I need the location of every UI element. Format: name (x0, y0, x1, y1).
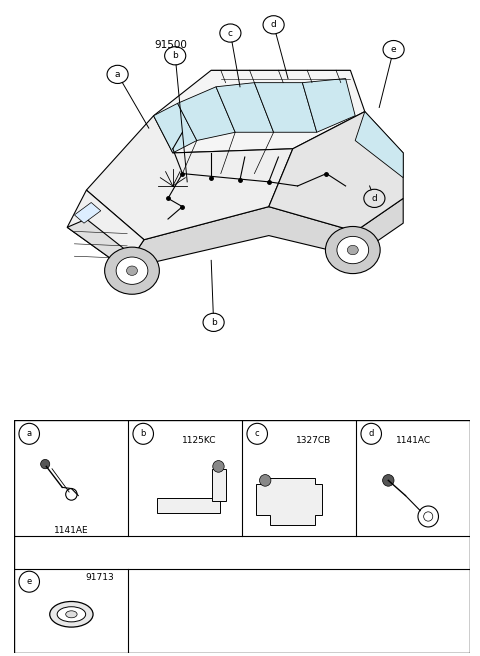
Text: b: b (211, 318, 216, 327)
Text: a: a (115, 70, 120, 79)
Text: d: d (369, 429, 374, 438)
Circle shape (127, 266, 137, 276)
Circle shape (105, 247, 159, 295)
Ellipse shape (50, 602, 93, 627)
Circle shape (337, 236, 369, 264)
Polygon shape (67, 219, 144, 269)
Text: 1327CB: 1327CB (296, 436, 331, 445)
Polygon shape (154, 70, 365, 153)
FancyBboxPatch shape (212, 469, 227, 501)
Polygon shape (86, 115, 293, 239)
Text: d: d (372, 194, 377, 203)
Circle shape (325, 226, 380, 274)
Polygon shape (216, 83, 274, 133)
Text: b: b (141, 429, 146, 438)
Text: d: d (271, 20, 276, 30)
Polygon shape (302, 79, 355, 133)
Text: e: e (391, 45, 396, 54)
FancyBboxPatch shape (157, 498, 220, 513)
Polygon shape (256, 478, 322, 525)
Text: c: c (255, 429, 260, 438)
Text: e: e (26, 577, 32, 586)
Text: a: a (27, 429, 32, 438)
Ellipse shape (66, 611, 77, 618)
Polygon shape (67, 190, 144, 269)
Ellipse shape (57, 607, 85, 622)
Polygon shape (355, 112, 403, 178)
Text: c: c (228, 29, 233, 37)
Polygon shape (178, 87, 235, 140)
Circle shape (348, 245, 358, 255)
Text: 1141AE: 1141AE (54, 526, 89, 535)
Polygon shape (154, 104, 197, 153)
Text: 91500: 91500 (154, 41, 187, 51)
Circle shape (260, 474, 271, 486)
Text: 1125KC: 1125KC (182, 436, 216, 445)
Text: 91713: 91713 (85, 573, 114, 581)
Circle shape (116, 257, 148, 284)
Polygon shape (74, 203, 101, 223)
Circle shape (383, 474, 394, 486)
Circle shape (41, 459, 50, 469)
Text: 1141AC: 1141AC (396, 436, 431, 445)
Polygon shape (269, 112, 403, 232)
Polygon shape (125, 198, 403, 269)
Polygon shape (254, 83, 317, 133)
Text: b: b (172, 51, 178, 60)
Circle shape (213, 461, 224, 472)
